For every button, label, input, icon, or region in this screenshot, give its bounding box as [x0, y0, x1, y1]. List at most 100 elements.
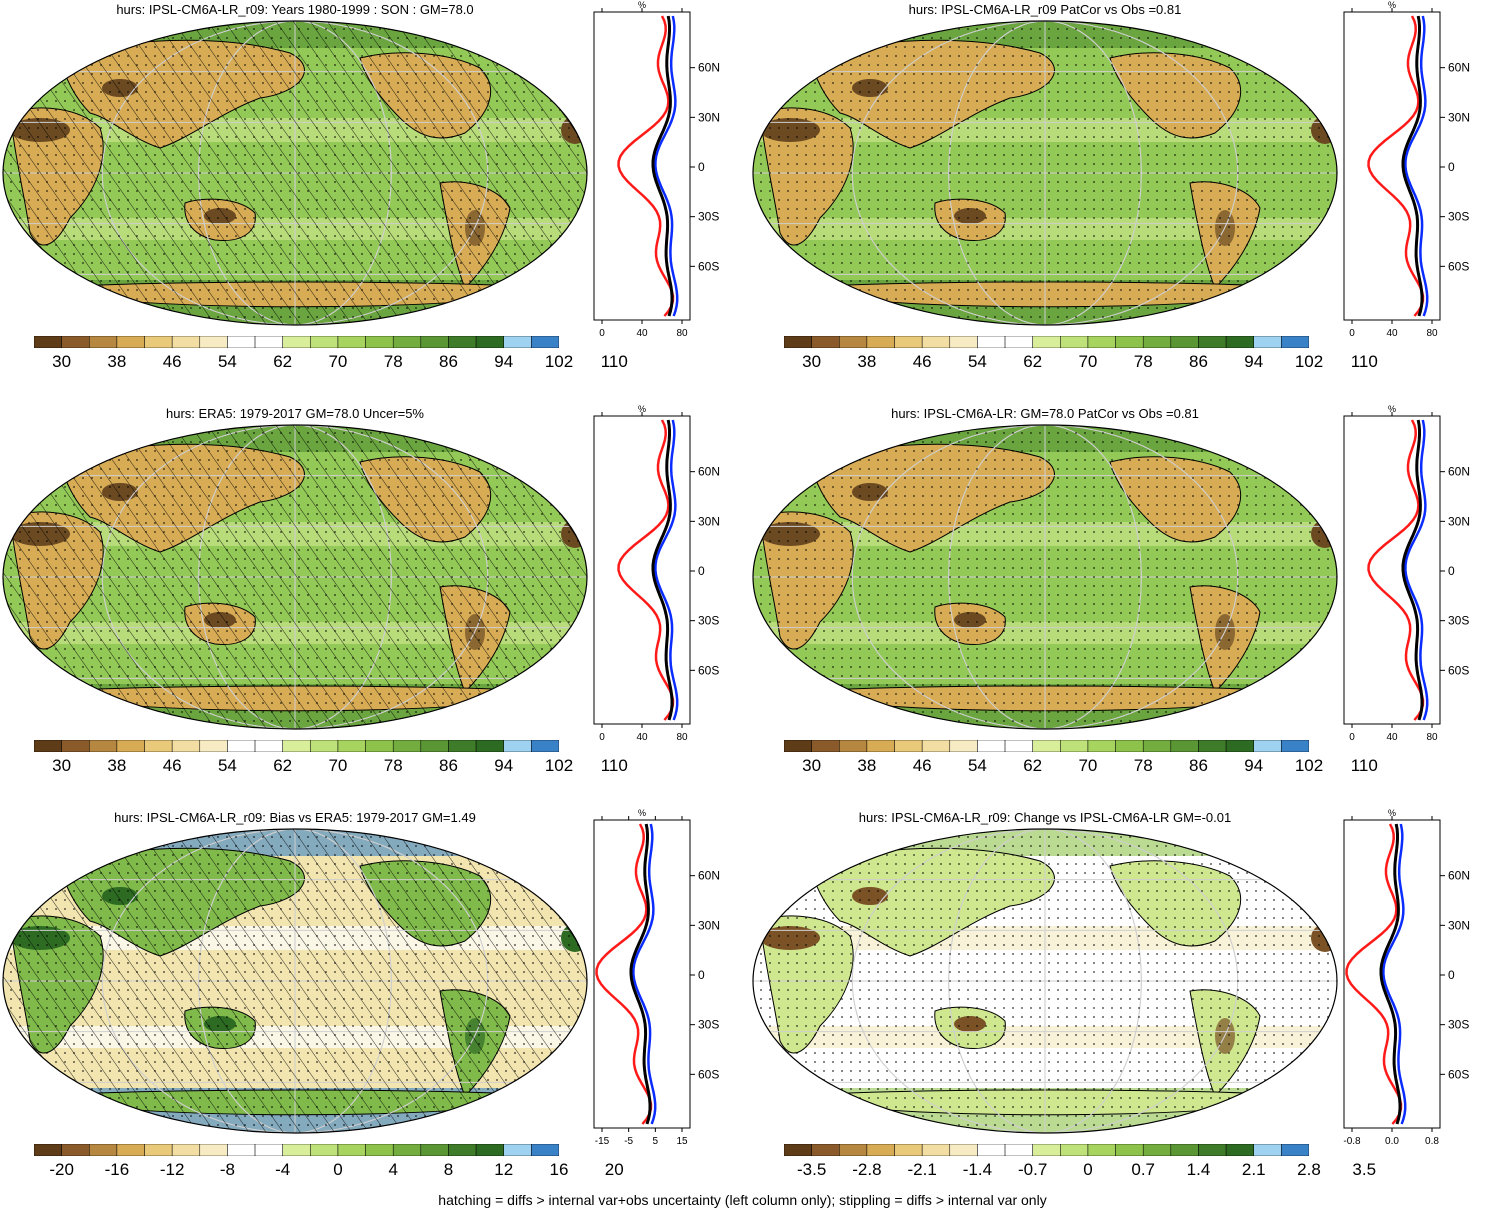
colorbar-label: 54 — [217, 352, 237, 371]
colorbar-label: 30 — [52, 756, 72, 775]
colorbar-swatch — [1253, 336, 1282, 348]
map — [2, 424, 588, 730]
panel-4: hurs: IPSL-CM6A-LR: GM=78.0 PatCor vs Ob… — [750, 404, 1485, 804]
colorbar-swatch — [448, 336, 477, 348]
colorbar-swatch — [254, 336, 283, 348]
colorbar-swatch — [392, 1144, 422, 1156]
colorbar-swatch — [1004, 740, 1033, 752]
colorbar-swatch — [1198, 740, 1227, 752]
lat-label: 30N — [1448, 514, 1470, 528]
colorbar-swatch — [1253, 740, 1282, 752]
colorbar-swatch — [171, 740, 201, 752]
colorbar-label: 86 — [1189, 352, 1208, 371]
lat-label: 60N — [1448, 61, 1470, 75]
panel-2: hurs: IPSL-CM6A-LR_r09 PatCor vs Obs =0.… — [750, 0, 1485, 400]
colorbar-label: 20 — [604, 1160, 624, 1179]
colorbar-label: 70 — [1078, 756, 1098, 775]
x-tick-label: 40 — [1386, 328, 1398, 339]
stippling — [753, 829, 1337, 1133]
colorbar-swatch — [1198, 1144, 1227, 1156]
colorbar-label: 94 — [494, 756, 514, 775]
colorbar-swatch — [365, 336, 394, 348]
zonal-profile: % 60N 30N 0 30S 60S 0 40 80 — [593, 404, 720, 743]
colorbar-swatch — [448, 1144, 477, 1156]
map — [752, 424, 1338, 730]
colorbar-swatch — [1198, 336, 1227, 348]
colorbar-swatch — [977, 336, 1006, 348]
colorbar-label: -2.8 — [852, 1160, 882, 1179]
colorbar-swatch — [921, 1144, 951, 1156]
colorbar-label: 94 — [494, 352, 514, 371]
colorbar-swatch — [61, 336, 90, 348]
profile-frame — [593, 415, 691, 725]
colorbar-label: 4 — [388, 1160, 398, 1179]
colorbar-swatch — [475, 336, 504, 348]
panel-6: hurs: IPSL-CM6A-LR_r09: Change vs IPSL-C… — [750, 808, 1485, 1208]
hatching — [3, 21, 587, 325]
colorbar-swatch — [839, 740, 868, 752]
colorbar-swatch — [1225, 1144, 1254, 1156]
colorbar-swatch — [866, 740, 895, 752]
lat-label: 30N — [1448, 110, 1470, 124]
colorbar-swatch — [1170, 336, 1199, 348]
colorbar-label: 54 — [967, 756, 987, 775]
colorbar-swatch — [977, 740, 1006, 752]
colorbar-swatch — [811, 1144, 840, 1156]
series-red — [617, 419, 675, 721]
profile-unit: % — [638, 0, 646, 10]
colorbar-swatch — [949, 740, 978, 752]
x-tick-label: 0 — [1349, 328, 1355, 339]
series-black — [1379, 823, 1402, 1125]
colorbar-swatch — [310, 740, 339, 752]
panel-title: hurs: IPSL-CM6A-LR_r09: Bias vs ERA5: 19… — [114, 810, 476, 825]
colorbar-label: 30 — [52, 352, 72, 371]
colorbar-label: 0.7 — [1131, 1160, 1156, 1179]
zonal-profile: % 60N 30N 0 30S 60S -15 -5 5 15 — [593, 808, 720, 1147]
colorbar-swatch — [949, 336, 978, 348]
colorbar-label: 8 — [443, 1160, 454, 1179]
panel-1: hurs: IPSL-CM6A-LR_r09: Years 1980-1999 … — [0, 0, 740, 400]
colorbar-swatch — [894, 740, 923, 752]
colorbar-swatch — [503, 336, 532, 348]
colorbar-swatch — [1060, 740, 1089, 752]
panel-title: hurs: IPSL-CM6A-LR_r09: Years 1980-1999 … — [116, 2, 474, 17]
colorbar-swatch — [61, 740, 90, 752]
panel-5: hurs: IPSL-CM6A-LR_r09: Bias vs ERA5: 19… — [0, 808, 740, 1208]
colorbar-swatch — [420, 336, 449, 348]
colorbar-swatch — [34, 1144, 62, 1156]
map-outline — [752, 424, 1338, 730]
colorbar-label: 102 — [1294, 352, 1324, 371]
colorbar-swatch — [1115, 740, 1144, 752]
series-red — [1367, 15, 1425, 317]
colorbar-swatch — [1087, 1144, 1116, 1156]
colorbar-label: -0.7 — [1018, 1160, 1048, 1179]
x-tick-label: 80 — [676, 732, 688, 743]
colorbar-swatch — [34, 336, 62, 348]
colorbar-label: 78 — [383, 352, 403, 371]
x-tick-label: 40 — [636, 732, 648, 743]
colorbar-label: 38 — [857, 352, 877, 371]
colorbar-swatch — [977, 1144, 1006, 1156]
lat-label: 30N — [698, 110, 720, 124]
colorbar-swatch — [1032, 1144, 1061, 1156]
colorbar-swatch — [337, 740, 366, 752]
colorbar-swatch — [116, 1144, 145, 1156]
hatching — [3, 829, 587, 1133]
lat-label: 60S — [698, 663, 719, 677]
x-tick-label: 0 — [599, 732, 605, 743]
colorbar-swatch — [282, 1144, 311, 1156]
map — [752, 20, 1338, 326]
colorbar-swatch — [1281, 740, 1309, 752]
colorbar-label: 86 — [439, 352, 458, 371]
colorbar-swatch — [503, 1144, 532, 1156]
colorbar-swatch — [392, 336, 422, 348]
x-tick-label: 0 — [599, 328, 605, 339]
x-tick-label: 0.8 — [1425, 1136, 1439, 1147]
colorbar-swatch — [811, 740, 840, 752]
x-tick-label: 0.0 — [1385, 1136, 1399, 1147]
lat-label: 0 — [1448, 968, 1455, 982]
colorbar-swatch — [144, 740, 173, 752]
colorbar-label: 16 — [549, 1160, 569, 1179]
lat-label: 60S — [1448, 1067, 1469, 1081]
colorbar-swatch — [1225, 740, 1254, 752]
